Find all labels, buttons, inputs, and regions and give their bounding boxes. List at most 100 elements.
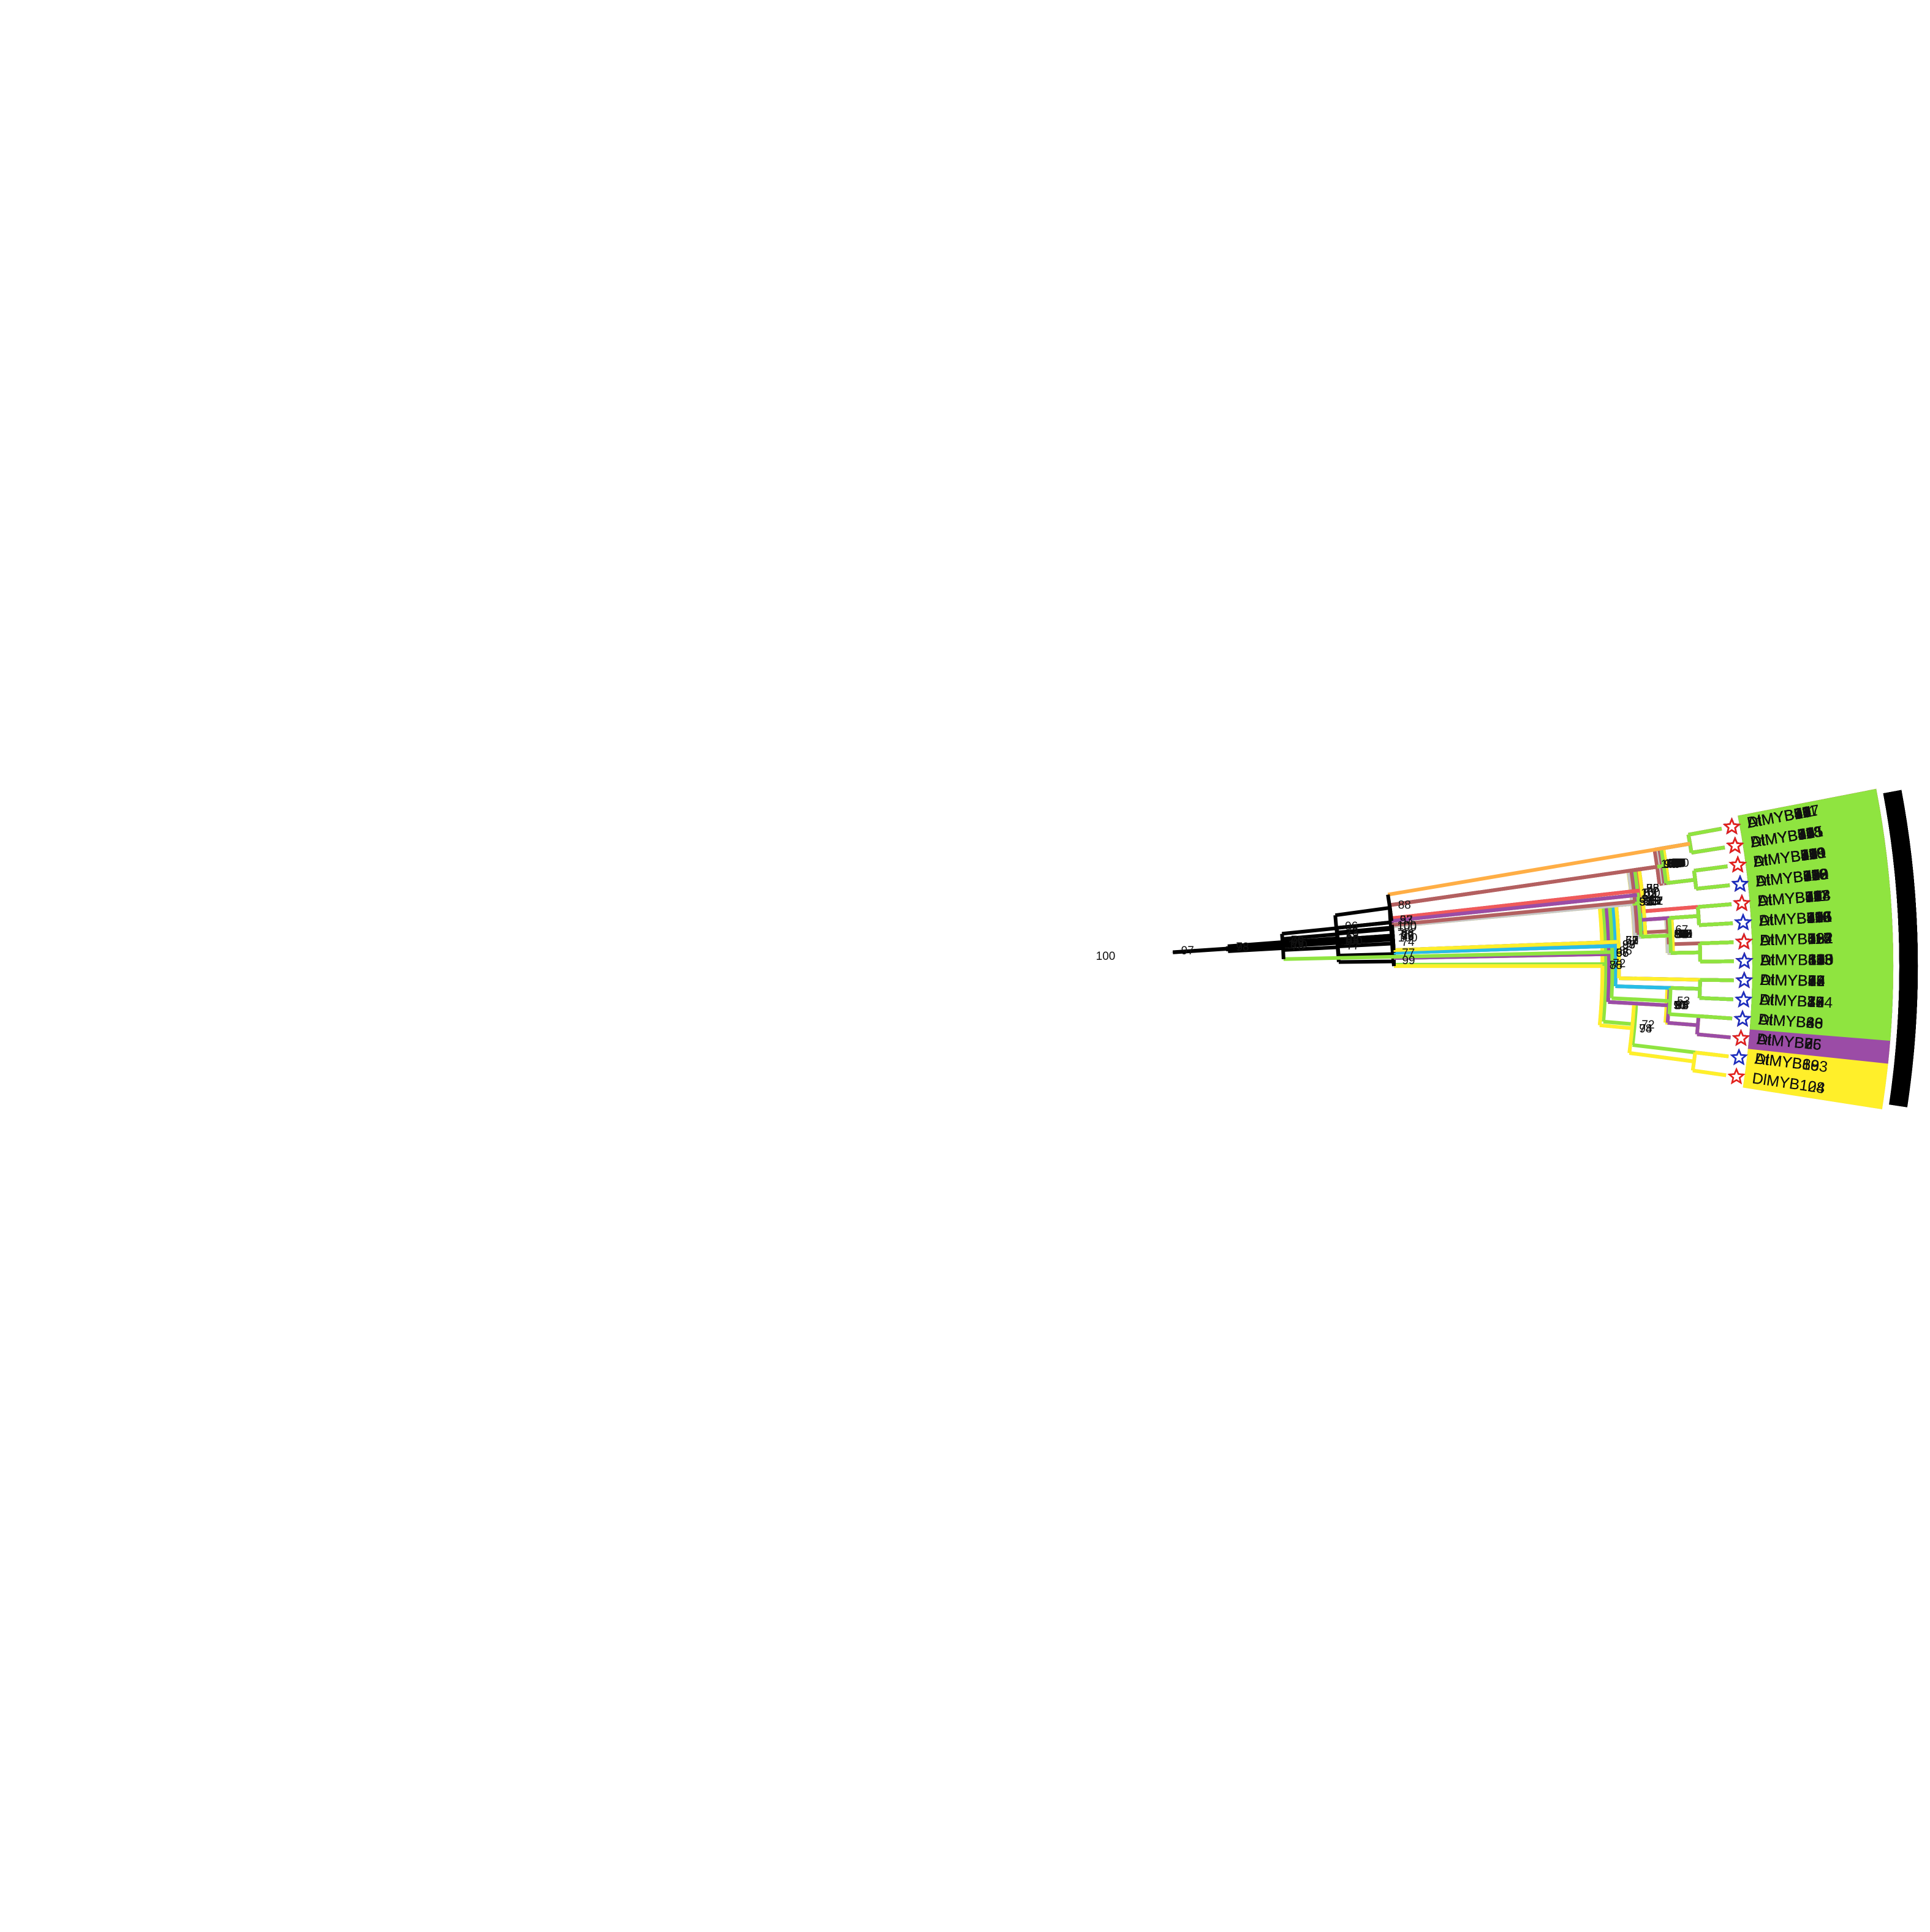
bootstrap-value: 57: [1673, 999, 1686, 1012]
branch: [1691, 845, 1725, 855]
leaf-label: AtMYB75: [1758, 909, 1824, 930]
leaf-label: DlMYB82: [1759, 991, 1825, 1011]
branch: [1391, 893, 1638, 923]
branch: [1228, 945, 1284, 952]
bootstrap-value: 65: [1643, 896, 1656, 908]
leaf-label: AtMYB15: [1758, 909, 1824, 930]
branch: [1338, 935, 1393, 943]
branch: [1336, 920, 1392, 930]
leaf-label: DlMYB36: [1760, 972, 1825, 990]
branch: [1334, 905, 1390, 918]
leaf-label: DlMYB39: [1760, 930, 1825, 949]
bootstrap-value: 83: [1668, 858, 1681, 870]
bootstrap-value: 66: [1616, 947, 1629, 960]
bootstrap-value: 67: [1675, 924, 1688, 937]
leaf-label: AtMYB106: [1758, 908, 1833, 930]
branch: [1338, 959, 1394, 964]
arabidopsis-star-icon: [1734, 913, 1752, 930]
bootstrap-value: 65: [1346, 934, 1359, 947]
leaf-label: DlMYB61: [1760, 951, 1825, 969]
bootstrap-value: 93: [1676, 1000, 1689, 1013]
leaf-label: AtMYB4: [1758, 909, 1815, 929]
leaf-label: DlMYB102: [1760, 930, 1833, 949]
bootstrap-value: 55: [1640, 896, 1652, 909]
leaf-label: AtMYB79: [1759, 991, 1825, 1011]
bootstrap-value: 72: [1641, 896, 1654, 908]
bootstrap-value: 72: [1641, 1019, 1654, 1032]
bootstrap-value: 81: [1650, 895, 1663, 908]
branch: [1695, 1051, 1729, 1058]
bootstrap-value: 69: [1648, 895, 1661, 908]
bootstrap-value: 88: [1673, 857, 1686, 870]
bootstrap-value: 70: [1671, 857, 1684, 870]
branch: [1611, 996, 1670, 1003]
leaf-label: DlMYB86: [1758, 909, 1824, 930]
bootstrap-value: 95: [1676, 1000, 1689, 1013]
branch: [1692, 870, 1698, 889]
leaf-label: DlMYB85: [1760, 972, 1825, 990]
leaf-label: DlMYB88: [1760, 951, 1825, 969]
bootstrap-value: 57: [1625, 935, 1638, 948]
branch: [1603, 1019, 1635, 1027]
branch: [1337, 927, 1393, 936]
bootstrap-value: 80: [1671, 857, 1684, 870]
bootstrap-value: 76: [1679, 928, 1692, 941]
leaf-label: DlMYB104: [1759, 991, 1833, 1011]
bootstrap-value: 97: [1400, 914, 1413, 927]
arabidopsis-star-icon: [1731, 875, 1749, 892]
arabidopsis-star-icon: [1733, 1009, 1752, 1027]
dimocarpus-star-icon: [1728, 855, 1747, 873]
leaf-label: DlMYB43: [1760, 930, 1825, 949]
bootstrap-value: 53: [1677, 995, 1690, 1008]
bootstrap-value: 77: [1401, 929, 1414, 942]
bootstrap-value: 100: [1661, 858, 1681, 871]
bootstrap-value: 78: [1236, 941, 1249, 954]
leaf-label: DlMYB74: [1760, 972, 1825, 990]
bootstrap-value: 90: [1664, 858, 1677, 871]
leaf-label: DlMYB84: [1758, 909, 1824, 930]
bootstrap-value: 96: [1672, 857, 1685, 870]
bootstrap-value: 81: [1648, 895, 1661, 908]
leaf-label: AtMYB70: [1758, 909, 1824, 930]
bootstrap-value: 71: [1670, 857, 1683, 870]
bootstrap-value: 100: [1670, 857, 1689, 870]
leaf-label: DlMYB89: [1760, 972, 1825, 990]
bootstrap-value: 86: [1678, 928, 1691, 941]
group-arc: [1883, 790, 1918, 1037]
branch: [1282, 926, 1338, 936]
bootstrap-value: 98: [1639, 1023, 1652, 1036]
bootstrap-value: 100: [1667, 858, 1686, 870]
bootstrap-value: 69: [1669, 858, 1682, 870]
bootstrap-value: 80: [1679, 928, 1692, 941]
leaf-label: AtMYB117: [1760, 930, 1832, 949]
bootstrap-value: 70: [1291, 934, 1304, 947]
branch: [1608, 1000, 1669, 1008]
branch: [1393, 940, 1619, 953]
bootstrap-value: 51: [1643, 896, 1656, 908]
branch: [1282, 941, 1339, 948]
branch: [1283, 945, 1339, 952]
leaf-label: DlMYB23: [1760, 972, 1825, 990]
bootstrap-value: 56: [1674, 928, 1687, 941]
bootstrap-value: 83: [1674, 928, 1687, 941]
branch: [1669, 1012, 1733, 1021]
bootstrap-value: 96: [1401, 928, 1414, 941]
leaf-label: DlMYB4: [1758, 1011, 1815, 1032]
bootstrap-value: 73: [1345, 926, 1358, 939]
leaf-label: DlMYB31: [1760, 951, 1825, 969]
branch: [1693, 864, 1728, 873]
branch: [1641, 934, 1671, 939]
bootstrap-value: 78: [1670, 857, 1683, 870]
branch: [1389, 865, 1658, 907]
arabidopsis-star-icon: [1735, 951, 1754, 969]
bootstrap-value: 96: [1640, 896, 1652, 909]
bootstrap-value: 99: [1402, 954, 1415, 967]
bootstrap-value: 55: [1671, 857, 1684, 870]
branch: [1667, 1021, 1698, 1027]
bootstrap-value: 71: [1678, 928, 1690, 941]
leaf-label: AtMYB1: [1758, 909, 1815, 929]
bootstrap-value: 78: [1292, 941, 1304, 954]
bootstrap-value: 73: [1625, 935, 1638, 948]
arabidopsis-star-icon: [1735, 990, 1753, 1008]
